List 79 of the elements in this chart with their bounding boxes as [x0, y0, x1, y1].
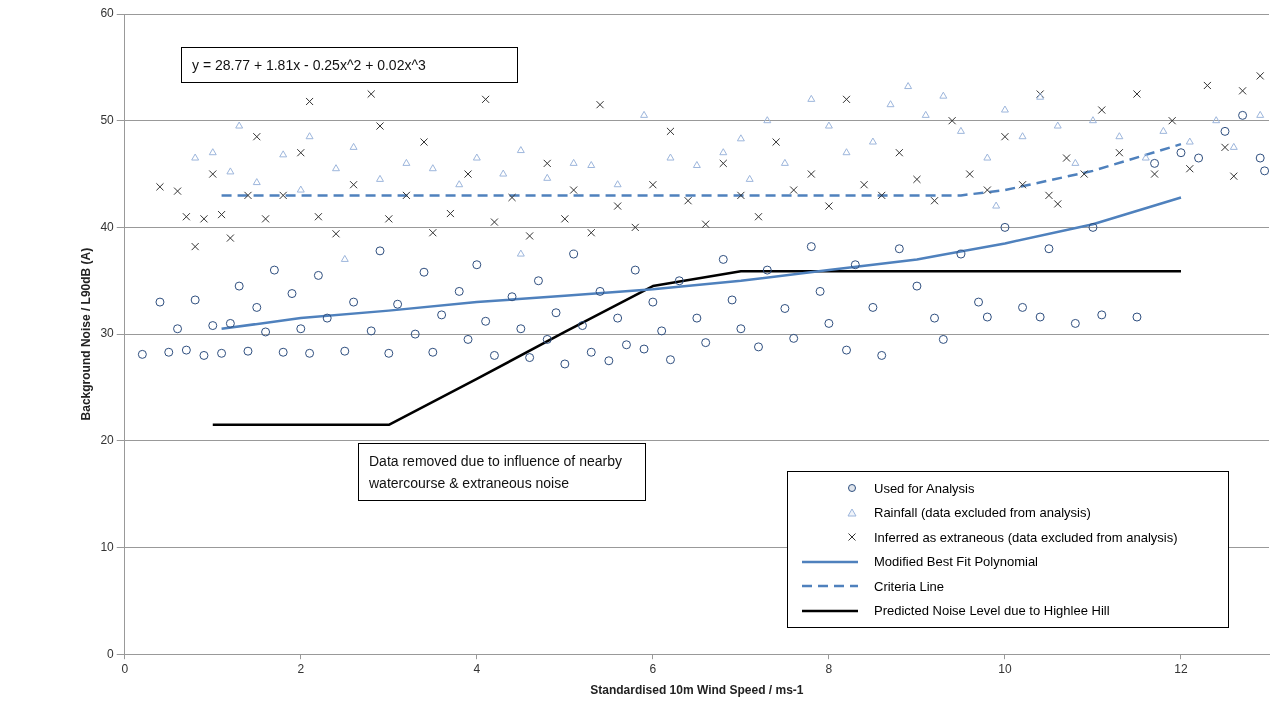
legend-label: Criteria Line	[874, 578, 945, 594]
point	[587, 161, 596, 169]
annotation: y = 28.77 + 1.81x - 0.25x^2 + 0.02x^3	[181, 47, 518, 83]
point	[252, 178, 261, 186]
point	[332, 164, 340, 172]
point	[296, 185, 305, 193]
point	[472, 153, 481, 161]
y-tick-label: 20	[100, 433, 115, 448]
point	[666, 153, 675, 161]
y-axis-title: Background Noise / L90dB (A)	[78, 247, 93, 421]
point	[543, 173, 552, 181]
point	[1212, 116, 1221, 124]
y-tick-label: 0	[107, 646, 115, 661]
legend-label: Inferred as extraneous (data excluded from analysis)	[874, 529, 1178, 545]
point	[208, 148, 217, 156]
point	[921, 110, 930, 118]
point	[428, 164, 437, 172]
point	[824, 121, 833, 129]
point	[516, 146, 525, 154]
point	[279, 150, 288, 158]
point	[807, 94, 816, 102]
point	[1089, 116, 1097, 124]
point	[736, 134, 745, 142]
point	[886, 100, 895, 108]
point	[455, 180, 464, 188]
point	[956, 126, 965, 134]
point	[692, 161, 701, 169]
point	[349, 142, 358, 150]
point	[1000, 105, 1009, 113]
point	[780, 158, 789, 166]
point	[516, 249, 525, 257]
point	[499, 169, 508, 177]
x-tick-label: 2	[297, 661, 305, 676]
point	[191, 153, 200, 161]
annotation: Data removed due to influence of nearby watercourse & extraneous noise	[358, 443, 646, 501]
point	[763, 116, 772, 124]
point	[745, 174, 754, 182]
point	[1071, 158, 1080, 166]
point	[1185, 137, 1194, 145]
legend-label: Rainfall (data excluded from analysis)	[874, 505, 1091, 521]
point	[569, 158, 578, 166]
y-tick-label: 40	[100, 219, 115, 234]
y-tick-label: 60	[100, 6, 115, 21]
point	[992, 201, 1001, 209]
y-tick-label: 10	[100, 539, 115, 554]
point	[305, 132, 314, 140]
point	[904, 82, 913, 90]
x-tick-label: 10	[998, 661, 1012, 676]
x-tick-label: 4	[473, 661, 481, 676]
point	[235, 121, 244, 129]
point	[939, 91, 948, 99]
point	[1053, 121, 1062, 129]
x-tick-label: 12	[1174, 661, 1188, 676]
point	[402, 158, 411, 166]
point	[842, 148, 851, 156]
x-tick-label: 0	[121, 661, 129, 676]
point	[719, 148, 728, 156]
point	[613, 180, 622, 188]
point	[1141, 153, 1150, 161]
point	[376, 174, 384, 182]
point	[226, 167, 235, 175]
point	[1229, 142, 1238, 150]
point	[640, 110, 649, 118]
point	[1018, 132, 1027, 140]
x-tick-label: 6	[649, 661, 657, 676]
point	[983, 153, 992, 161]
y-tick-label: 50	[100, 113, 115, 128]
x-axis-title: Standardised 10m Wind Speed / ms-1	[590, 683, 804, 698]
legend-label: Used for Analysis	[874, 480, 975, 496]
point	[868, 137, 877, 145]
legend-label: Modified Best Fit Polynomial	[874, 554, 1039, 570]
y-tick-label: 30	[100, 326, 115, 341]
x-tick-label: 8	[825, 661, 833, 676]
line-series	[220, 142, 1183, 197]
point	[1159, 126, 1168, 134]
point	[340, 254, 349, 262]
legend-label: Predicted Noise Level due to Highlee Hill	[874, 603, 1110, 619]
point	[1256, 110, 1265, 118]
point	[1115, 132, 1124, 140]
